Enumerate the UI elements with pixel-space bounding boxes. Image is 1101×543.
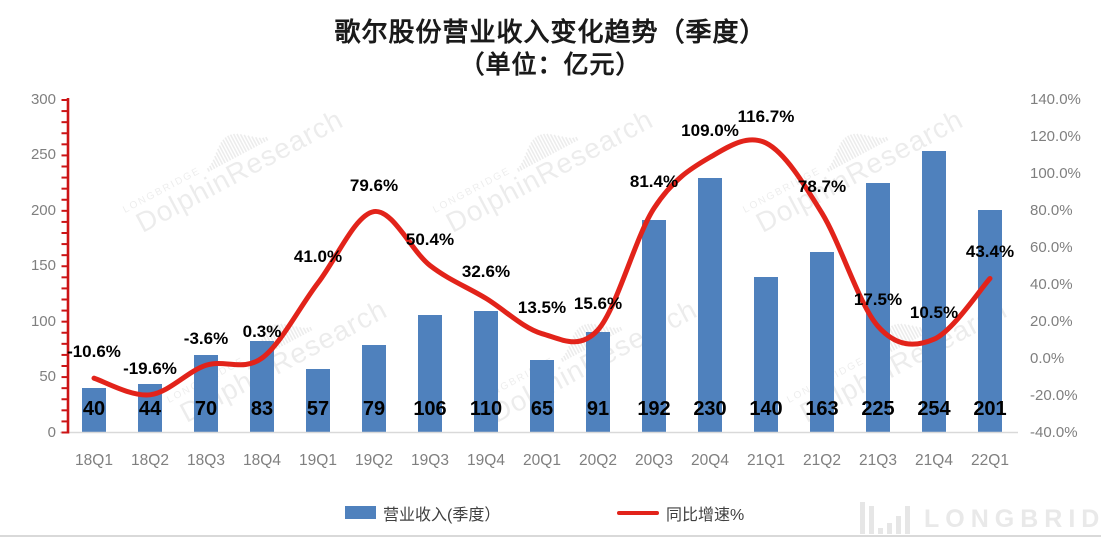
legend-growth-label: 同比增速%	[666, 507, 745, 524]
revenue-bar-21Q4	[922, 150, 946, 433]
revenue-bar-21Q1	[754, 277, 778, 433]
growth-point-label-21Q1: 116.7%	[737, 107, 795, 127]
legend-revenue-label: 营业收入(季度）	[383, 507, 501, 524]
growth-point-label-21Q2: 78.7%	[797, 177, 847, 197]
legend-growth-line-swatch	[617, 511, 659, 515]
revenue-bar-19Q1	[306, 369, 330, 433]
growth-point-label-19Q3: 50.4%	[405, 229, 455, 249]
bar-value-label-22Q1: 201	[973, 398, 1007, 420]
y-axis-right-tick-label: 0.0%	[1030, 349, 1065, 367]
bar-value-label-19Q4: 110	[469, 398, 503, 420]
growth-point-label-18Q3: -3.6%	[183, 329, 229, 349]
y-axis-left-tick-label: 200	[30, 201, 56, 219]
legend-revenue-swatch	[345, 506, 376, 519]
x-axis-label-18Q2: 18Q2	[131, 452, 169, 469]
revenue-bar-21Q3	[866, 183, 890, 433]
y-axis-right-tick-label: 60.0%	[1030, 238, 1073, 256]
growth-point-label-19Q4: 32.6%	[461, 262, 511, 282]
x-axis-label-18Q4: 18Q4	[243, 452, 281, 469]
growth-point-label-21Q3: 17.5%	[853, 290, 903, 310]
y-axis-right-tick-label: 100.0%	[1030, 164, 1081, 182]
bar-value-label-18Q1: 40	[82, 398, 106, 420]
x-axis-label-20Q2: 20Q2	[579, 452, 617, 469]
revenue-bar-19Q4	[474, 310, 498, 433]
x-axis-label-19Q4: 19Q4	[467, 452, 505, 469]
growth-point-label-21Q4: 10.5%	[909, 303, 959, 323]
bar-value-label-21Q4: 254	[917, 398, 951, 420]
growth-point-label-20Q2: 15.6%	[573, 293, 623, 313]
y-axis-right-tick-label: -20.0%	[1030, 386, 1078, 404]
x-axis-label-20Q4: 20Q4	[691, 452, 729, 469]
bar-value-label-19Q3: 106	[413, 398, 447, 420]
x-axis-label-22Q1: 22Q1	[971, 452, 1009, 469]
revenue-bar-18Q1	[82, 388, 106, 433]
growth-point-label-19Q2: 79.6%	[349, 175, 399, 195]
bar-value-label-21Q1: 140	[749, 398, 783, 420]
growth-point-label-20Q4: 109.0%	[681, 121, 739, 141]
y-axis-left-tick-label: 300	[30, 91, 56, 108]
x-axis-label-19Q3: 19Q3	[411, 452, 449, 469]
y-axis-right-tick-label: -40.0%	[1030, 423, 1078, 441]
bar-value-label-18Q4: 83	[250, 398, 274, 420]
growth-point-label-18Q4: 0.3%	[242, 322, 282, 342]
x-axis-label-20Q3: 20Q3	[635, 452, 673, 469]
longbridge-logo: LONGBRIDGE	[860, 498, 1101, 534]
revenue-bar-20Q1	[530, 360, 554, 433]
bar-value-label-20Q3: 192	[637, 398, 671, 420]
revenue-bar-19Q3	[418, 315, 442, 433]
footer-divider	[0, 535, 1101, 537]
y-axis-left-tick-label: 250	[30, 146, 56, 164]
x-axis-label-21Q2: 21Q2	[803, 452, 841, 469]
bar-value-label-18Q3: 70	[194, 398, 218, 420]
x-axis-label-19Q1: 19Q1	[299, 452, 337, 469]
longbridge-logo-icon	[860, 498, 910, 534]
longbridge-logo-text: LONGBRIDGE	[924, 505, 1101, 533]
chart-title: 歌尔股份营业收入变化趋势（季度）	[334, 17, 767, 47]
chart-subtitle: （单位：亿元）	[459, 51, 642, 79]
x-axis-label-21Q3: 21Q3	[859, 452, 897, 469]
growth-point-label-22Q1: 43.4%	[965, 242, 1015, 262]
bar-value-label-21Q2: 163	[805, 398, 839, 420]
y-axis-left-tick-label: 0	[47, 423, 56, 441]
y-axis-left-tick-label: 50	[39, 368, 56, 386]
y-axis-right-tick-label: 120.0%	[1030, 127, 1081, 145]
revenue-bar-22Q1	[978, 209, 1002, 433]
y-axis-left-tick-label: 150	[30, 257, 56, 275]
revenue-bar-20Q4	[698, 177, 722, 433]
growth-rate-line	[91, 137, 993, 398]
x-axis-label-19Q2: 19Q2	[355, 452, 393, 469]
bar-value-label-19Q1: 57	[306, 398, 330, 420]
y-axis-right-tick-label: 20.0%	[1030, 312, 1073, 330]
revenue-bar-20Q3	[642, 219, 666, 433]
growth-point-label-20Q3: 81.4%	[629, 172, 679, 192]
bar-value-label-19Q2: 79	[362, 398, 386, 420]
bar-value-label-20Q4: 230	[693, 398, 727, 420]
y-axis-right-tick-label: 40.0%	[1030, 275, 1073, 293]
x-axis-label-21Q4: 21Q4	[915, 452, 953, 469]
bar-value-label-20Q2: 91	[586, 398, 610, 420]
growth-point-label-18Q2: -19.6%	[123, 358, 177, 378]
x-axis-label-18Q3: 18Q3	[187, 452, 225, 469]
x-axis-label-18Q1: 18Q1	[75, 452, 113, 469]
revenue-bar-20Q2	[586, 331, 610, 433]
growth-point-label-19Q1: 41.0%	[293, 246, 343, 266]
y-axis-right-tick-label: 140.0%	[1030, 91, 1081, 108]
y-axis-left-tick-label: 100	[30, 312, 56, 330]
bar-value-label-18Q2: 44	[138, 398, 162, 420]
y-axis-right-tick-label: 80.0%	[1030, 201, 1073, 219]
growth-point-label-20Q1: 13.5%	[517, 297, 567, 317]
x-axis-label-21Q1: 21Q1	[747, 452, 785, 469]
growth-point-label-18Q1: -10.6%	[67, 342, 121, 362]
x-axis-label-20Q1: 20Q1	[523, 452, 561, 469]
revenue-bar-21Q2	[810, 251, 834, 433]
revenue-bar-19Q2	[362, 344, 386, 433]
bar-value-label-21Q3: 225	[861, 398, 895, 420]
bar-value-label-20Q1: 65	[530, 398, 554, 420]
